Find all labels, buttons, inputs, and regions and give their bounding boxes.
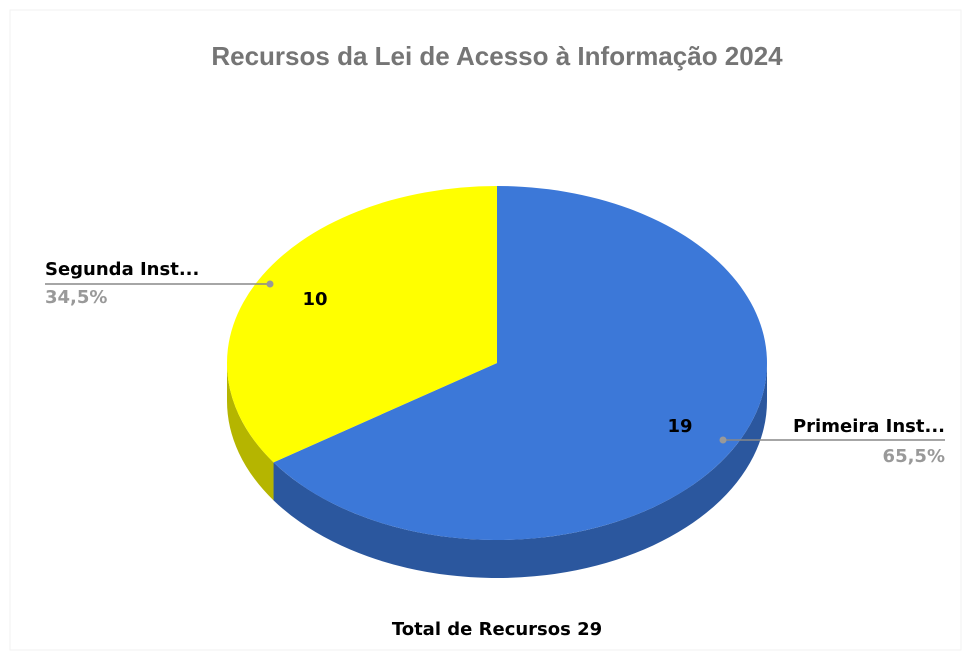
slice-side (227, 363, 274, 501)
chart-title: Recursos da Lei de Acesso à Informação 2… (211, 41, 783, 71)
slice-side (273, 363, 767, 578)
category-label: Segunda Inst... (45, 259, 199, 280)
frame (9, 9, 962, 651)
percentage-label: 65,5% (883, 446, 945, 467)
data-label: 10 (302, 289, 327, 310)
slice (273, 186, 767, 540)
leader-dot (719, 436, 727, 444)
footer: Total de Recursos 29 (392, 619, 602, 640)
slice (226, 186, 497, 463)
data-label: 19 (667, 416, 692, 437)
leader-dot (266, 280, 274, 288)
category-label: Primeira Inst... (793, 416, 945, 437)
percentage-label: 34,5% (45, 287, 107, 308)
